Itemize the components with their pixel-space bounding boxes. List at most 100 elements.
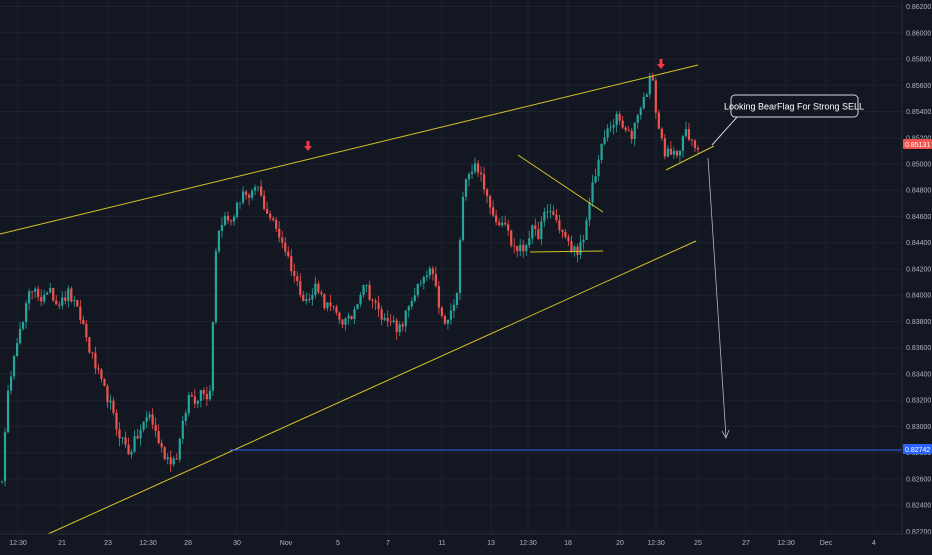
arrow-down-icon[interactable]: [304, 141, 312, 151]
candle-body: [573, 246, 576, 252]
candle-body: [214, 251, 218, 323]
lower-channel-line[interactable]: [47, 240, 697, 535]
flag-lower-line[interactable]: [665, 145, 715, 171]
candle-body: [588, 202, 591, 221]
candle-body: [335, 306, 338, 313]
candle-body: [260, 186, 263, 196]
callout-text: Looking BearFlag For Strong SELL: [724, 102, 864, 112]
candle: [639, 106, 642, 120]
price-tick-label: 0.84000: [906, 293, 931, 300]
upper-channel-line[interactable]: [0, 64, 699, 235]
candle-body: [461, 196, 465, 240]
triangle-lower-line[interactable]: [529, 250, 604, 253]
candle: [591, 174, 594, 207]
price-tick-label: 0.85200: [906, 135, 931, 142]
time-axis[interactable]: 12:30 21 23 12:30 28 30 Nov 5 7 11 13 12:30 18 20 12:3…: [0, 533, 932, 547]
candle-body: [232, 216, 236, 222]
candle-body: [546, 211, 549, 213]
candle: [223, 212, 227, 227]
candle-body: [567, 237, 570, 242]
candle-body: [648, 76, 651, 95]
candle-body: [356, 304, 359, 310]
candle-body: [34, 288, 37, 292]
candle: [82, 315, 85, 325]
candle: [118, 422, 121, 447]
candle: [603, 129, 606, 146]
candle: [693, 139, 697, 152]
time-tick-label: 12:30: [139, 540, 157, 547]
candle-body: [585, 220, 588, 240]
candle-body: [145, 417, 148, 422]
candle-body: [606, 128, 609, 138]
candle: [353, 306, 356, 325]
candle-body: [413, 295, 416, 302]
candle-body: [663, 138, 666, 157]
candle: [154, 417, 157, 438]
candle-body: [687, 129, 691, 140]
candle: [368, 280, 371, 301]
candle: [181, 415, 184, 444]
candle: [3, 427, 7, 487]
candle: [389, 313, 392, 327]
candle: [479, 166, 483, 182]
candle-body: [85, 324, 88, 338]
candle-body: [464, 179, 468, 197]
candle-body: [257, 186, 260, 188]
candle: [543, 207, 546, 228]
candle: [588, 197, 591, 226]
candle-body: [88, 337, 91, 353]
candle: [169, 450, 172, 473]
candle-body: [543, 211, 546, 222]
candle: [579, 234, 582, 260]
candle-body: [187, 394, 190, 414]
triangle-upper-line[interactable]: [517, 154, 604, 213]
candle-body: [482, 174, 486, 190]
annotation-callout[interactable]: Looking BearFlag For Strong SELL: [711, 94, 864, 146]
callout-box: [730, 94, 859, 118]
candle: [61, 291, 64, 310]
candle: [232, 214, 236, 226]
candle: [43, 289, 46, 305]
candle-body: [136, 436, 139, 439]
candle-body: [651, 76, 654, 81]
candle-body: [94, 352, 97, 369]
price-tick-label: 0.83000: [906, 424, 931, 431]
candle: [317, 280, 320, 295]
time-tick-label: 30: [233, 540, 241, 547]
candle: [73, 296, 76, 307]
candle-body: [31, 291, 34, 293]
candle: [187, 392, 190, 417]
candle-body: [103, 378, 106, 386]
candle-body: [501, 222, 504, 226]
candle: [79, 299, 82, 324]
candle: [687, 123, 691, 142]
projection-arrow-line[interactable]: [707, 157, 727, 438]
candle: [85, 320, 88, 342]
candle-body: [82, 319, 85, 325]
candle: [205, 386, 208, 407]
candle-body: [275, 219, 278, 229]
candle-body: [672, 151, 675, 155]
candle: [196, 399, 199, 409]
candle: [299, 273, 302, 298]
candle-body: [510, 230, 513, 246]
candle: [410, 297, 413, 310]
candle: [338, 311, 341, 324]
candle-body: [287, 251, 290, 257]
candle: [501, 216, 504, 228]
candle: [12, 354, 16, 380]
candle: [136, 428, 139, 440]
candle: [226, 211, 230, 224]
candle: [492, 200, 495, 218]
candle: [220, 217, 224, 238]
candle: [377, 295, 380, 317]
candle: [163, 445, 166, 461]
candle: [293, 263, 296, 283]
price-axis[interactable]: 0.86200 0.86000 0.85800 0.85600 0.85400 0.852…: [901, 0, 932, 536]
candle-body: [642, 96, 645, 109]
arrow-down-icon[interactable]: [657, 59, 665, 69]
candle: [40, 289, 43, 307]
candle: [362, 284, 365, 299]
